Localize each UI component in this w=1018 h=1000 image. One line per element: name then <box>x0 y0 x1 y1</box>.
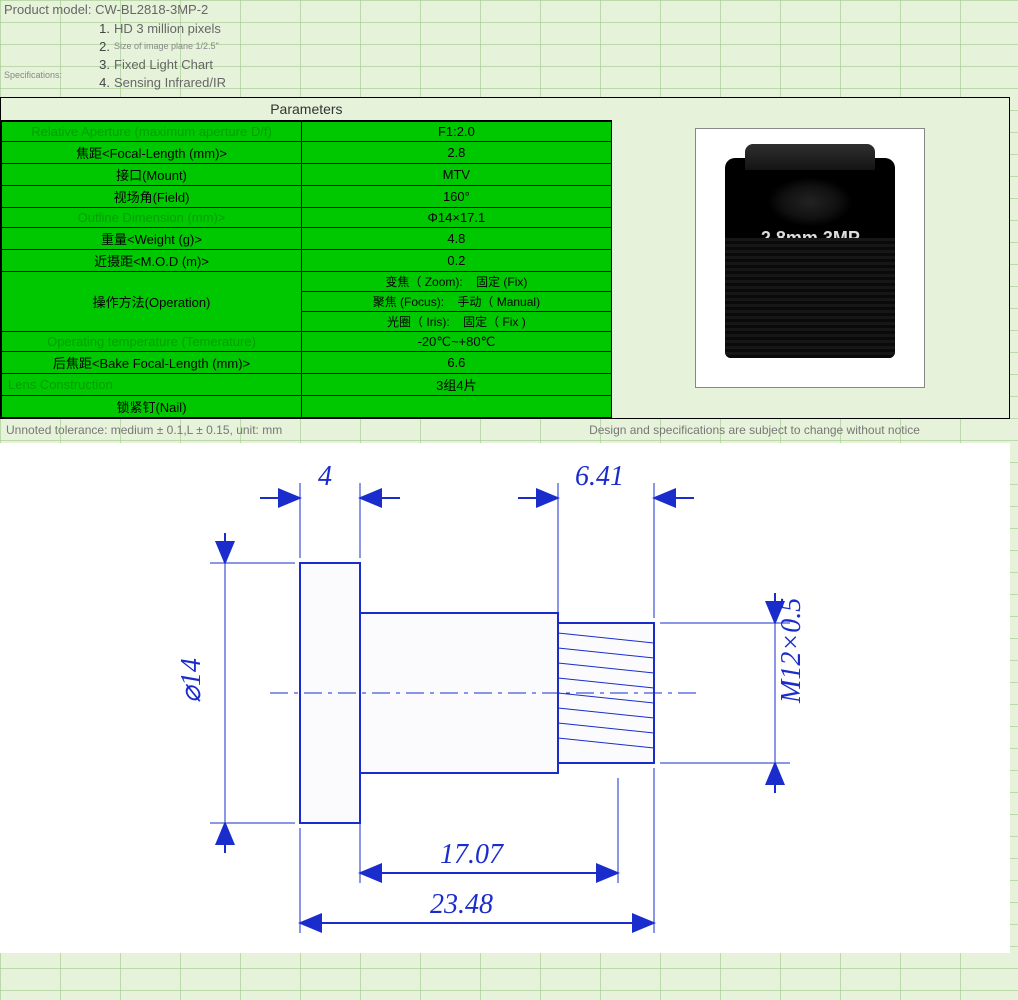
tolerance-note: Unnoted tolerance: medium ± 0.1,L ± 0.15… <box>6 423 505 437</box>
lens-photo: 2.8mm 3MP <box>695 128 925 388</box>
table-row: 操作方法(Operation) 变焦（ Zoom): 固定 (Fix) <box>2 272 612 292</box>
table-row: 后焦距<Bake Focal-Length (mm)>6.6 <box>2 352 612 374</box>
drawing-svg: 4 6.41 ⌀14 <box>0 443 1010 953</box>
svg-text:23.48: 23.48 <box>430 889 493 920</box>
table-row: 近摄距<M.O.D (m)>0.2 <box>2 250 612 272</box>
product-model: Product model: CW-BL2818-3MP-2 <box>0 0 1018 19</box>
table-row: 重量<Weight (g)>4.8 <box>2 228 612 250</box>
table-row: Relative Aperture (maximum aperture D/f)… <box>2 122 612 142</box>
spec-list: 1. HD 3 million pixels 2. Size of image … <box>90 19 1018 91</box>
dim-length1: 17.07 <box>360 778 618 883</box>
engineering-drawing: 4 6.41 ⌀14 <box>0 443 1010 953</box>
table-row: Lens Construction3组4片 <box>2 374 612 396</box>
table-row: 锁紧钉(Nail) <box>2 396 612 418</box>
specifications-label: Specifications: <box>4 70 62 80</box>
table-row: 接口(Mount)MTV <box>2 164 612 186</box>
table-row: Outline Dimension (mm)>Φ14×17.1 <box>2 208 612 228</box>
product-model-label: Product model: <box>4 2 91 17</box>
spec-item: 2. Size of image plane 1/2.5" <box>90 37 1018 55</box>
svg-text:M12×0.5: M12×0.5 <box>776 598 807 704</box>
table-row: 焦距<Focal-Length (mm)>2.8 <box>2 142 612 164</box>
lens-body-icon: 2.8mm 3MP <box>725 158 895 358</box>
spec-item: 3. Fixed Light Chart <box>90 55 1018 73</box>
dim-top-left: 4 <box>260 461 400 558</box>
dim-top-right: 6.41 <box>518 461 694 618</box>
lens-photo-text: 2.8mm 3MP <box>725 228 895 249</box>
spec-item: 4. Sensing Infrared/IR <box>90 73 1018 91</box>
parameters-table: Relative Aperture (maximum aperture D/f)… <box>1 121 612 418</box>
svg-text:⌀14: ⌀14 <box>176 658 207 703</box>
table-row: 视场角(Field)160° <box>2 186 612 208</box>
svg-text:4: 4 <box>318 461 332 492</box>
spec-item: 1. HD 3 million pixels <box>90 19 1018 37</box>
disclaimer-note: Design and specifications are subject to… <box>505 423 1004 437</box>
table-row: Operating temperature (Temerature)-20℃~+… <box>2 332 612 352</box>
parameters-section: Parameters Relative Aperture (maximum ap… <box>0 97 1010 419</box>
parameters-title: Parameters <box>1 98 612 121</box>
svg-text:6.41: 6.41 <box>575 461 624 492</box>
notes-row: Unnoted tolerance: medium ± 0.1,L ± 0.15… <box>0 419 1010 441</box>
svg-text:17.07: 17.07 <box>440 839 504 870</box>
product-model-value: CW-BL2818-3MP-2 <box>95 2 208 17</box>
